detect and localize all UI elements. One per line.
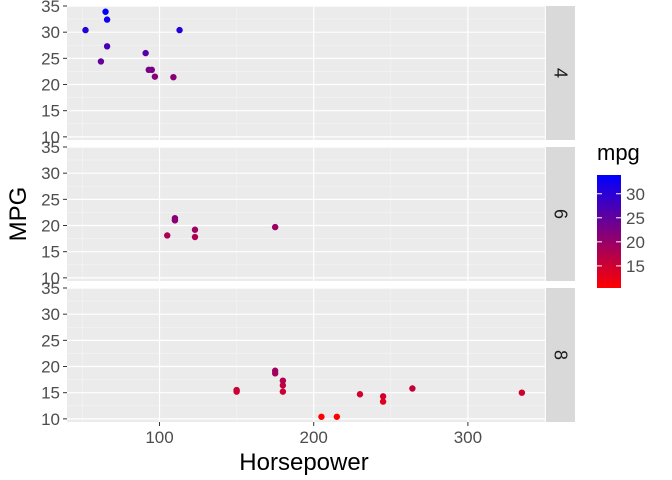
- data-point: [318, 413, 325, 420]
- y-tick-label: 25: [41, 49, 60, 68]
- data-point: [97, 58, 105, 65]
- data-point: [164, 232, 171, 239]
- color-legend: mpg 15 20 25 30: [597, 140, 645, 288]
- y-tick-label: 20: [41, 358, 60, 377]
- data-point: [333, 413, 341, 420]
- legend-ticks: 15 20 25 30: [597, 185, 645, 276]
- facet-panel-6: 10 15 20 25 30 35 6: [41, 138, 575, 288]
- x-tick-label: 200: [300, 428, 328, 447]
- y-tick-label: 30: [41, 164, 60, 183]
- data-point: [103, 43, 111, 50]
- y-tick-label: 25: [41, 331, 60, 350]
- facet-panel-8: 10 15 20 25 30 35 8: [41, 279, 575, 429]
- y-tick-label: 15: [41, 102, 60, 121]
- legend-break-label: 20: [626, 233, 645, 252]
- y-tick-label: 10: [41, 410, 60, 429]
- data-point: [82, 26, 89, 34]
- data-point: [518, 389, 526, 396]
- x-axis: 100 200 300: [145, 422, 482, 447]
- facet-strip: [546, 288, 575, 422]
- data-point: [279, 377, 287, 384]
- facet-strip: [546, 6, 575, 140]
- y-tick-label: 15: [41, 243, 60, 262]
- data-point: [103, 16, 111, 23]
- data-point: [102, 8, 109, 15]
- data-point: [379, 393, 387, 400]
- data-point: [148, 66, 156, 74]
- y-tick-label: 25: [41, 190, 60, 209]
- data-point: [279, 388, 287, 395]
- y-tick-label: 10: [41, 269, 60, 288]
- y-tick-label: 15: [41, 384, 60, 403]
- y-tick-label: 35: [41, 0, 60, 16]
- x-tick-label: 100: [145, 428, 173, 447]
- y-tick-label: 20: [41, 217, 60, 236]
- y-tick-label: 30: [41, 305, 60, 324]
- y-tick-label: 10: [41, 128, 60, 147]
- panels-layer: 10 15 20 25 30 35 4 10 15 20 25 30 35 6 10 15 20 25 30 35 8: [41, 0, 575, 429]
- y-tick-label: 35: [41, 279, 60, 298]
- y-tick-label: 35: [41, 138, 60, 157]
- data-point: [409, 385, 416, 392]
- legend-break-label: 15: [626, 257, 645, 276]
- data-point: [151, 73, 159, 80]
- legend-break-label: 25: [626, 209, 645, 228]
- y-tick-label: 30: [41, 23, 60, 42]
- facet-panel-4: 10 15 20 25 30 35 4: [41, 0, 575, 147]
- legend-break-label: 30: [626, 185, 645, 204]
- data-point: [176, 26, 183, 34]
- data-point: [356, 391, 364, 398]
- panel-background: [67, 6, 545, 140]
- y-axis-title: MPG: [5, 187, 32, 242]
- data-point: [142, 49, 149, 57]
- data-point: [379, 398, 387, 405]
- data-point: [271, 367, 279, 374]
- panel-background: [67, 288, 545, 422]
- facet-strip: [546, 147, 575, 281]
- data-point: [271, 223, 279, 231]
- facet-strip-label: 6: [551, 209, 571, 219]
- y-tick-label: 20: [41, 76, 60, 95]
- data-point: [170, 73, 177, 81]
- x-axis-title: Horsepower: [239, 449, 368, 476]
- data-point: [279, 382, 287, 389]
- data-point: [171, 214, 179, 222]
- legend-title: mpg: [597, 140, 640, 165]
- panel-background: [67, 147, 545, 281]
- data-point: [233, 388, 240, 395]
- x-tick-label: 300: [454, 428, 482, 447]
- facet-strip-label: 4: [551, 68, 571, 78]
- legend-colorbar: [597, 175, 621, 288]
- facet-strip-label: 8: [551, 350, 571, 360]
- data-point: [191, 233, 199, 241]
- data-point: [191, 226, 199, 233]
